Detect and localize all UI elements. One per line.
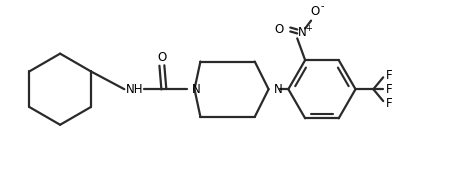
Text: N: N: [191, 83, 200, 96]
Text: NH: NH: [126, 83, 143, 96]
Text: O: O: [275, 23, 284, 36]
Text: F: F: [386, 69, 393, 82]
Text: +: +: [305, 24, 311, 33]
Text: F: F: [386, 96, 393, 110]
Text: O: O: [157, 51, 166, 64]
Text: O: O: [310, 5, 320, 18]
Text: N: N: [298, 26, 307, 39]
Text: F: F: [386, 83, 393, 96]
Text: N: N: [273, 83, 282, 96]
Text: -: -: [320, 1, 324, 11]
